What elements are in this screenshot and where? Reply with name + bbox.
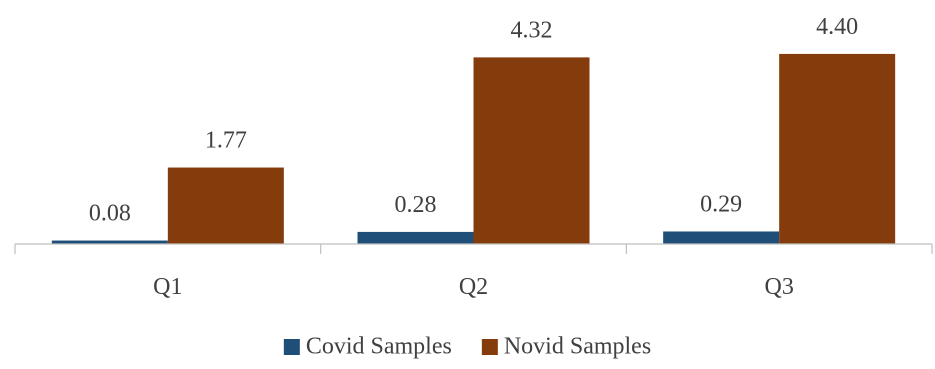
- bar-covid-samples-q2: [357, 231, 474, 244]
- legend: Covid Samples Novid Samples: [283, 334, 651, 360]
- bar-novid-samples-q2: [473, 57, 590, 244]
- legend-label: Covid Samples: [306, 334, 452, 360]
- category-label: Q1: [153, 274, 182, 300]
- category-label: Q3: [764, 274, 793, 300]
- bars-group: [51, 53, 896, 244]
- data-label: 0.29: [700, 191, 742, 217]
- category-labels-group: Q1 Q2 Q3: [153, 274, 794, 300]
- data-label: 0.28: [395, 192, 437, 218]
- data-labels-group: 0.08 1.77 0.28 4.32 0.29 4.40: [89, 14, 858, 227]
- axis-ticks-group: [14, 244, 933, 254]
- data-label: 4.32: [511, 17, 553, 43]
- legend-item: Covid Samples: [283, 334, 452, 360]
- data-label: 0.08: [89, 201, 131, 227]
- bar-covid-samples-q3: [663, 231, 780, 244]
- data-label: 4.40: [816, 14, 858, 40]
- legend-swatch: [481, 339, 498, 355]
- legend-swatch: [283, 339, 300, 355]
- legend-item: Novid Samples: [481, 334, 651, 360]
- legend-label: Novid Samples: [504, 334, 651, 360]
- data-label: 1.77: [205, 128, 247, 154]
- category-label: Q2: [459, 274, 488, 300]
- bar-covid-samples-q1: [51, 240, 168, 244]
- bar-novid-samples-q3: [779, 53, 896, 244]
- bar-novid-samples-q1: [167, 167, 284, 244]
